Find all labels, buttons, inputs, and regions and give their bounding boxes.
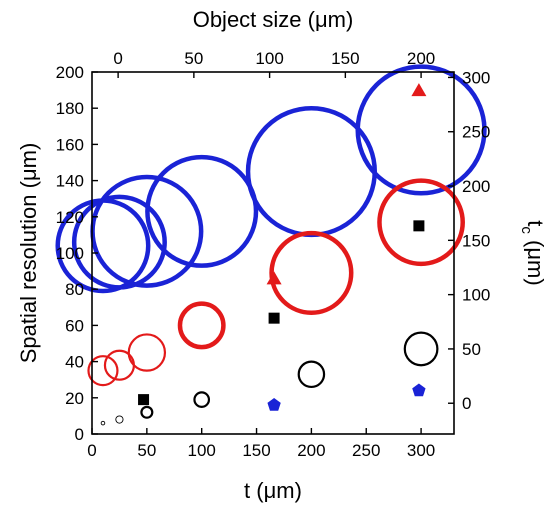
y-tick-label: 180 bbox=[56, 99, 84, 118]
x-tick-label: 0 bbox=[87, 441, 96, 460]
data-point bbox=[193, 391, 211, 408]
x-tick-label: 200 bbox=[297, 441, 325, 460]
y2-tick-label: 0 bbox=[462, 394, 471, 413]
data-point bbox=[413, 220, 425, 232]
x2-tick-label: 0 bbox=[113, 49, 122, 68]
data-point bbox=[266, 271, 282, 285]
y-axis-title: Spatial resolution (μm) bbox=[16, 143, 41, 364]
y2-axis-title-main: t bbox=[523, 220, 548, 226]
y2-axis-title-sub: c bbox=[518, 226, 535, 234]
x2-tick-label: 100 bbox=[255, 49, 283, 68]
y-tick-label: 160 bbox=[56, 135, 84, 154]
x-tick-label: 300 bbox=[407, 441, 435, 460]
x-tick-label: 100 bbox=[188, 441, 216, 460]
data-point bbox=[377, 178, 465, 267]
y-tick-label: 20 bbox=[65, 389, 84, 408]
data-point bbox=[87, 355, 119, 387]
data-point bbox=[145, 154, 259, 268]
data-point bbox=[412, 383, 426, 397]
data-point bbox=[268, 312, 280, 324]
y-tick-label: 200 bbox=[56, 63, 84, 82]
plot-content bbox=[55, 64, 487, 426]
x-tick-label: 250 bbox=[352, 441, 380, 460]
y2-tick-label: 50 bbox=[462, 340, 481, 359]
data-point bbox=[127, 333, 167, 372]
data-point bbox=[297, 360, 326, 389]
data-point bbox=[355, 64, 487, 196]
y2-axis-title: tc (μm) bbox=[518, 220, 548, 285]
x-axis-title: t (μm) bbox=[244, 478, 302, 503]
y2-axis-title-unit: (μm) bbox=[523, 234, 548, 286]
y-tick-label: 0 bbox=[75, 425, 84, 444]
y2-tick-label: 300 bbox=[462, 68, 490, 87]
x2-axis-title: Object size (μm) bbox=[193, 7, 354, 32]
y2-tick-label: 100 bbox=[462, 286, 490, 305]
data-point bbox=[269, 230, 354, 315]
data-point bbox=[411, 83, 427, 97]
y2-tick-label: 250 bbox=[462, 123, 490, 142]
data-point bbox=[71, 194, 167, 290]
data-point bbox=[138, 394, 150, 406]
y-tick-label: 80 bbox=[65, 280, 84, 299]
y-tick-label: 120 bbox=[56, 208, 84, 227]
y-tick-label: 40 bbox=[65, 353, 84, 372]
data-point bbox=[140, 405, 154, 419]
data-point bbox=[115, 415, 124, 424]
data-point bbox=[177, 301, 226, 350]
x2-tick-label: 50 bbox=[184, 49, 203, 68]
y-tick-label: 140 bbox=[56, 172, 84, 191]
y2-tick-label: 150 bbox=[462, 231, 490, 250]
data-point bbox=[403, 331, 439, 367]
data-point bbox=[100, 420, 106, 426]
x2-tick-label: 150 bbox=[331, 49, 359, 68]
x-tick-label: 50 bbox=[137, 441, 156, 460]
axes: 0 50 100 150 200 250 300 0 20 40 60 80 100 120 140 160 1… bbox=[56, 49, 491, 460]
x-tick-label: 150 bbox=[242, 441, 270, 460]
y-tick-label: 100 bbox=[56, 244, 84, 263]
x2-tick-label: 200 bbox=[407, 49, 435, 68]
data-point bbox=[267, 398, 281, 411]
y-tick-label: 60 bbox=[65, 316, 84, 335]
y2-tick-label: 200 bbox=[462, 177, 490, 196]
